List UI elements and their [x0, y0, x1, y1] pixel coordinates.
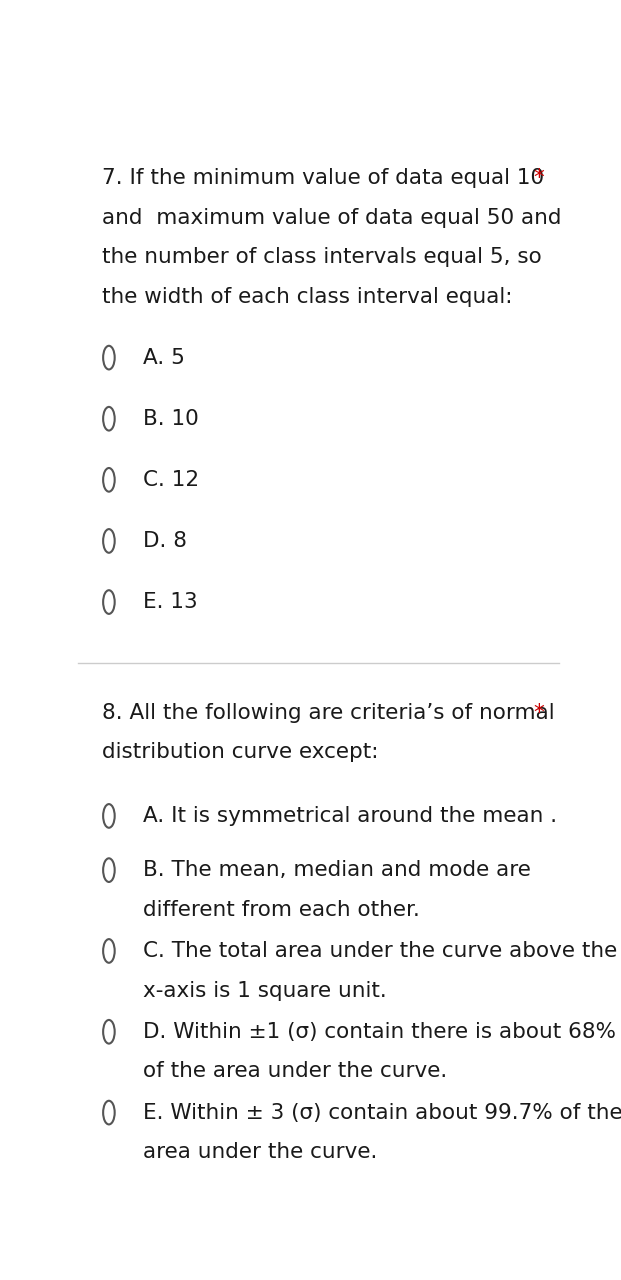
- Text: C. The total area under the curve above the: C. The total area under the curve above …: [143, 941, 617, 961]
- Text: and  maximum value of data equal 50 and: and maximum value of data equal 50 and: [102, 207, 561, 228]
- Text: 7. If the minimum value of data equal 10: 7. If the minimum value of data equal 10: [102, 169, 544, 188]
- Text: different from each other.: different from each other.: [143, 900, 419, 920]
- Text: B. The mean, median and mode are: B. The mean, median and mode are: [143, 860, 530, 881]
- Text: x-axis is 1 square unit.: x-axis is 1 square unit.: [143, 980, 386, 1001]
- Text: the number of class intervals equal 5, so: the number of class intervals equal 5, s…: [102, 247, 542, 268]
- Text: D. 8: D. 8: [143, 531, 186, 552]
- Text: area under the curve.: area under the curve.: [143, 1142, 377, 1162]
- Text: A. It is symmetrical around the mean .: A. It is symmetrical around the mean .: [143, 806, 556, 826]
- Text: distribution curve except:: distribution curve except:: [102, 742, 378, 762]
- Text: 8. All the following are criteria’s of normal: 8. All the following are criteria’s of n…: [102, 703, 555, 723]
- Text: C. 12: C. 12: [143, 470, 199, 490]
- Text: of the area under the curve.: of the area under the curve.: [143, 1061, 447, 1082]
- Text: the width of each class interval equal:: the width of each class interval equal:: [102, 287, 512, 307]
- Text: *: *: [533, 703, 545, 723]
- Text: A. 5: A. 5: [143, 348, 184, 367]
- Text: E. Within ± 3 (σ) contain about 99.7% of the: E. Within ± 3 (σ) contain about 99.7% of…: [143, 1103, 621, 1123]
- Text: B. 10: B. 10: [143, 408, 198, 429]
- Text: D. Within ±1 (σ) contain there is about 68%: D. Within ±1 (σ) contain there is about …: [143, 1021, 615, 1042]
- Text: *: *: [533, 169, 545, 188]
- Text: E. 13: E. 13: [143, 593, 197, 612]
